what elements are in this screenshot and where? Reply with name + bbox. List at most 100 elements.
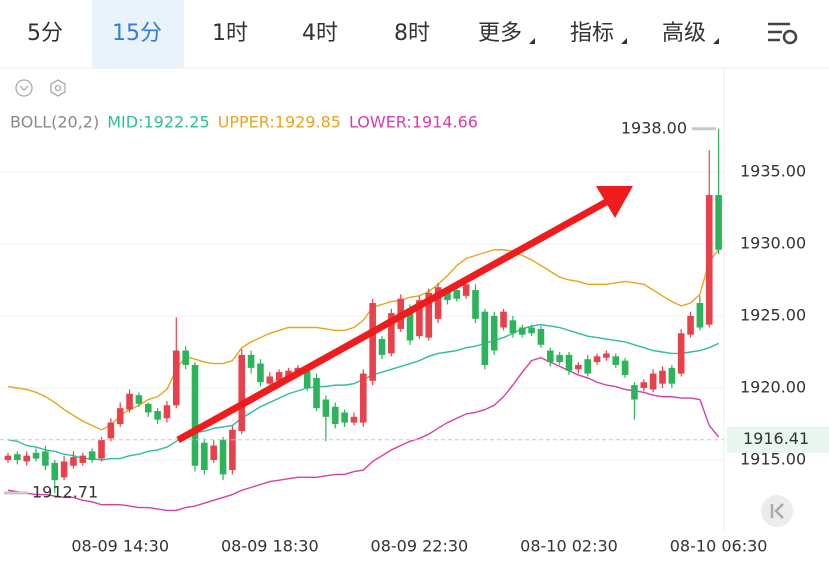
y-tick-label: 1920.00 bbox=[740, 378, 806, 397]
candle-body bbox=[238, 354, 246, 432]
indicator-title: BOLL(20,2) bbox=[10, 113, 99, 132]
x-tick-label: 08-09 22:30 bbox=[371, 537, 469, 556]
candle-body bbox=[154, 411, 161, 420]
candle-body bbox=[23, 455, 30, 462]
candle-body bbox=[331, 406, 339, 425]
tab-label: 更多 bbox=[478, 21, 522, 46]
candle-body bbox=[88, 451, 96, 461]
tab-bar: 5分 15分 1时 4时 8时 更多 指标 高级 bbox=[27, 0, 719, 68]
candle-body bbox=[687, 315, 694, 335]
dropdown-caret bbox=[621, 38, 627, 44]
candle-body bbox=[612, 356, 620, 365]
x-tick-label: 08-10 06:30 bbox=[670, 537, 768, 556]
settings-hex-dot bbox=[54, 84, 62, 92]
tab[interactable]: 指标 bbox=[570, 21, 627, 46]
collapse-icon bbox=[15, 79, 33, 97]
tab[interactable]: 4时 bbox=[302, 21, 338, 46]
candle-body bbox=[247, 354, 255, 368]
tab-label: 4时 bbox=[302, 21, 338, 46]
candle-body bbox=[275, 372, 283, 381]
candle-body bbox=[631, 385, 638, 400]
candle-body bbox=[434, 287, 442, 319]
candle-body bbox=[668, 367, 676, 384]
candle-body bbox=[219, 439, 227, 475]
legend: BOLL(20,2) MID:1922.25 UPPER:1929.85 LOWER… bbox=[10, 113, 478, 132]
settings-icon[interactable] bbox=[768, 22, 798, 45]
candle-body bbox=[425, 292, 433, 338]
grid: 1915.00 1920.00 1925.00 1930.00 1935.00 08-09… bbox=[0, 161, 806, 556]
candle-body bbox=[378, 339, 386, 355]
candle-body bbox=[715, 195, 722, 250]
tab-label: 高级 bbox=[662, 21, 706, 46]
candle-body bbox=[285, 370, 292, 377]
candle-body bbox=[500, 311, 507, 328]
candle-body bbox=[453, 290, 461, 299]
candle-body bbox=[360, 373, 367, 423]
candle-body bbox=[116, 408, 124, 425]
candle-body bbox=[621, 360, 629, 376]
candle-body bbox=[509, 320, 517, 334]
collapse-chevron bbox=[19, 85, 29, 91]
tab[interactable]: 15分 bbox=[92, 0, 184, 68]
low-marker-label: 1912.71 bbox=[32, 482, 98, 501]
candle-body bbox=[135, 395, 143, 404]
tab[interactable]: 8时 bbox=[394, 21, 430, 46]
boll-line bbox=[7, 357, 720, 512]
tab-highlight bbox=[92, 0, 184, 68]
tab[interactable]: 更多 bbox=[478, 21, 535, 46]
current-price-label: 1916.41 bbox=[743, 429, 809, 448]
candle-body bbox=[350, 416, 358, 423]
annotation-arrow bbox=[176, 186, 633, 444]
candle-body bbox=[60, 461, 68, 478]
candle-body bbox=[584, 359, 591, 374]
candle-body bbox=[528, 327, 535, 334]
candle-body bbox=[481, 311, 489, 365]
candle-body bbox=[490, 315, 498, 351]
candle-body bbox=[4, 455, 12, 461]
candle-body bbox=[444, 290, 451, 301]
candle-body bbox=[575, 364, 582, 370]
candle-body bbox=[266, 376, 274, 384]
candle-body bbox=[416, 300, 423, 337]
jump-latest-button[interactable] bbox=[761, 495, 793, 527]
candle-body bbox=[565, 354, 573, 371]
candle-body bbox=[472, 290, 479, 319]
candle-body bbox=[341, 412, 348, 423]
candle-body bbox=[593, 356, 601, 363]
tab[interactable]: 5分 bbox=[27, 21, 63, 46]
legend-entry: UPPER:1929.85 bbox=[218, 113, 341, 132]
candle-body bbox=[173, 350, 180, 406]
y-tick-label: 1930.00 bbox=[740, 233, 806, 252]
candle-body bbox=[659, 370, 666, 384]
candle-body bbox=[705, 195, 713, 325]
y-tick-label: 1915.00 bbox=[740, 450, 806, 469]
candle-body bbox=[556, 354, 563, 363]
overlay: 1916.41 1938.00 1912.71 bbox=[0, 118, 829, 501]
indicator-toggles[interactable] bbox=[15, 79, 66, 97]
tab-label: 1时 bbox=[212, 21, 248, 46]
tab[interactable]: 1时 bbox=[212, 21, 248, 46]
candle-body bbox=[369, 303, 376, 381]
settings-hex bbox=[50, 79, 66, 97]
candle-body bbox=[191, 364, 199, 466]
candle-body bbox=[32, 452, 40, 459]
arrow-shaft bbox=[176, 197, 610, 444]
candle-body bbox=[182, 350, 189, 365]
candle-body bbox=[462, 284, 470, 296]
candle-body bbox=[79, 455, 87, 463]
y-tick-label: 1935.00 bbox=[740, 161, 806, 180]
dropdown-caret bbox=[713, 38, 719, 44]
candle-body bbox=[640, 382, 648, 389]
tab[interactable]: 高级 bbox=[662, 21, 719, 46]
candle-body bbox=[257, 363, 264, 383]
candle-body bbox=[201, 442, 208, 471]
candle-body bbox=[42, 451, 49, 466]
candle-body bbox=[144, 403, 152, 413]
candle-body bbox=[313, 377, 320, 409]
arrow-head bbox=[596, 186, 633, 218]
candle-body bbox=[547, 350, 554, 363]
